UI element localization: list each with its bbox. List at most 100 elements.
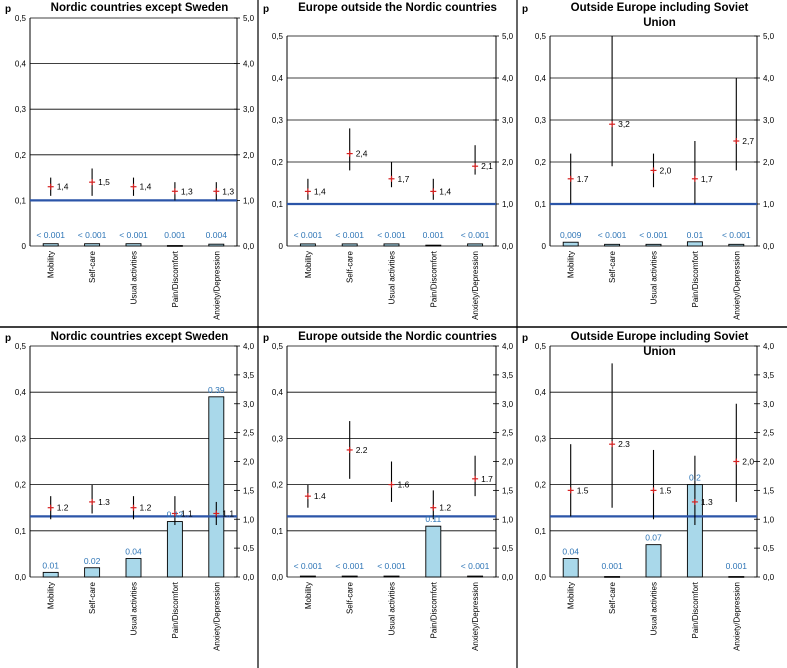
right-tick-label: 1,0 <box>502 200 514 209</box>
right-tick-label: 1,5 <box>502 486 514 495</box>
category-label: Pain/Discomfort <box>691 250 700 307</box>
right-tick-label: 2,5 <box>243 429 255 438</box>
p-value-label: 0,009 <box>560 230 582 240</box>
ratio-label: 1.2 <box>140 503 152 513</box>
p-value-label: < 0.001 <box>78 230 107 240</box>
category-label: Self-care <box>346 250 355 283</box>
category-label: Anxiety/Depression <box>212 251 221 320</box>
right-tick-label: 0,5 <box>763 544 775 553</box>
chart-title: Outside Europe including Soviet <box>571 331 749 343</box>
left-tick-label: 0,3 <box>15 105 27 114</box>
left-tick-label: 0,4 <box>15 60 27 69</box>
p-value-bar <box>42 243 59 247</box>
right-tick-label: 2,5 <box>763 429 775 438</box>
category-label: Usual activities <box>130 582 139 635</box>
p-value-label: < 0.001 <box>335 561 364 571</box>
left-axis-label: p <box>522 333 528 344</box>
p-value-label: < 0.001 <box>461 561 490 571</box>
category-label: Self-care <box>608 250 617 283</box>
left-axis-label: p <box>5 4 11 15</box>
category-label: Self-care <box>608 581 617 614</box>
category-label: Self-care <box>346 581 355 614</box>
p-value-label: < 0.001 <box>598 230 627 240</box>
category-label: Mobility <box>47 251 56 278</box>
left-tick-label: 0,3 <box>272 116 284 125</box>
p-value-label: 0.004 <box>206 230 228 240</box>
right-tick-label: 0,0 <box>763 242 775 251</box>
p-value-label: < 0.001 <box>722 230 751 240</box>
p-value-label: 0.01 <box>42 560 59 570</box>
right-tick-label: 5,0 <box>763 32 775 41</box>
p-value-label: 0.001 <box>726 561 748 571</box>
right-tick-label: 4,0 <box>243 342 255 351</box>
p-value-bar <box>299 243 316 247</box>
right-tick-label: 3,5 <box>502 371 514 380</box>
left-tick-label: 0,3 <box>15 434 27 443</box>
right-tick-label: 3,0 <box>502 400 514 409</box>
p-value-label: 0.07 <box>645 533 662 543</box>
ratio-label: 1.7 <box>577 174 589 184</box>
p-value-bar <box>425 525 442 578</box>
left-tick-label: 0,5 <box>272 32 284 41</box>
right-tick-label: 0,0 <box>763 573 775 582</box>
p-value-bar <box>166 245 183 247</box>
left-tick-label: 0,1 <box>272 527 284 536</box>
left-tick-label: 0,0 <box>535 573 547 582</box>
left-axis-label: p <box>5 333 11 344</box>
ratio-label: 1.1 <box>181 508 193 518</box>
left-tick-label: 0,1 <box>15 196 27 205</box>
left-axis-label: p <box>522 4 528 15</box>
chart-panel-1: Nordic countries except Sweden p 0 0,1 0,2 0,… <box>5 2 255 320</box>
ratio-label: 1.2 <box>439 503 451 513</box>
category-label: Mobility <box>304 251 313 278</box>
category-label: Pain/Discomfort <box>691 581 700 638</box>
category-label: Self-care <box>88 581 97 614</box>
chart-title: Nordic countries except Sweden <box>51 331 229 343</box>
right-tick-label: 5,0 <box>502 32 514 41</box>
ratio-label: 2,0 <box>660 165 672 175</box>
chart-panel-2: Europe outside the Nordic countries p 0 0,1… <box>263 2 514 320</box>
chart-title: Union <box>643 346 676 358</box>
left-tick-label: 0 <box>279 242 284 251</box>
left-tick-label: 0,2 <box>15 151 27 160</box>
ratio-label: 1,7 <box>701 174 713 184</box>
p-value-label: < 0.001 <box>639 230 668 240</box>
p-value-bar <box>562 241 579 247</box>
category-label: Anxiety/Depression <box>471 251 480 320</box>
left-tick-label: 0,2 <box>535 158 547 167</box>
right-tick-label: 2,0 <box>763 458 775 467</box>
right-tick-label: 4,0 <box>502 74 514 83</box>
chart-title: Nordic countries except Sweden <box>51 2 229 14</box>
category-label: Anxiety/Depression <box>732 582 741 651</box>
p-value-label: < 0.001 <box>461 230 490 240</box>
ratio-label: 2,4 <box>356 149 368 159</box>
category-label: Usual activities <box>388 582 397 635</box>
right-tick-label: 3,0 <box>243 400 255 409</box>
right-tick-label: 0,0 <box>243 242 255 251</box>
right-tick-label: 3,5 <box>243 371 255 380</box>
category-label: Pain/Discomfort <box>429 250 438 307</box>
right-tick-label: 3,0 <box>763 116 775 125</box>
left-tick-label: 0,3 <box>272 434 284 443</box>
right-tick-label: 0,0 <box>502 573 514 582</box>
ratio-label: 1.6 <box>398 480 410 490</box>
left-tick-label: 0,5 <box>272 342 284 351</box>
p-value-label: < 0.001 <box>377 561 406 571</box>
right-tick-label: 2,5 <box>502 429 514 438</box>
p-value-bar <box>562 558 579 578</box>
category-label: Anxiety/Depression <box>732 251 741 320</box>
category-label: Pain/Discomfort <box>171 250 180 307</box>
p-value-bar <box>208 396 225 578</box>
right-tick-label: 1,0 <box>243 515 255 524</box>
p-value-label: 0.39 <box>208 385 225 395</box>
left-tick-label: 0,1 <box>15 527 27 536</box>
ratio-label: 1.1 <box>222 508 234 518</box>
left-tick-label: 0,3 <box>535 116 547 125</box>
ratio-label: 1,7 <box>398 174 410 184</box>
ratio-label: 1,4 <box>439 186 451 196</box>
chart-panel-3: Outside Europe including Soviet Union p 0 0,… <box>522 2 775 320</box>
ratio-label: 1,4 <box>314 186 326 196</box>
p-value-label: < 0.001 <box>36 230 65 240</box>
p-value-bar <box>645 243 662 247</box>
p-value-bar <box>341 575 358 578</box>
